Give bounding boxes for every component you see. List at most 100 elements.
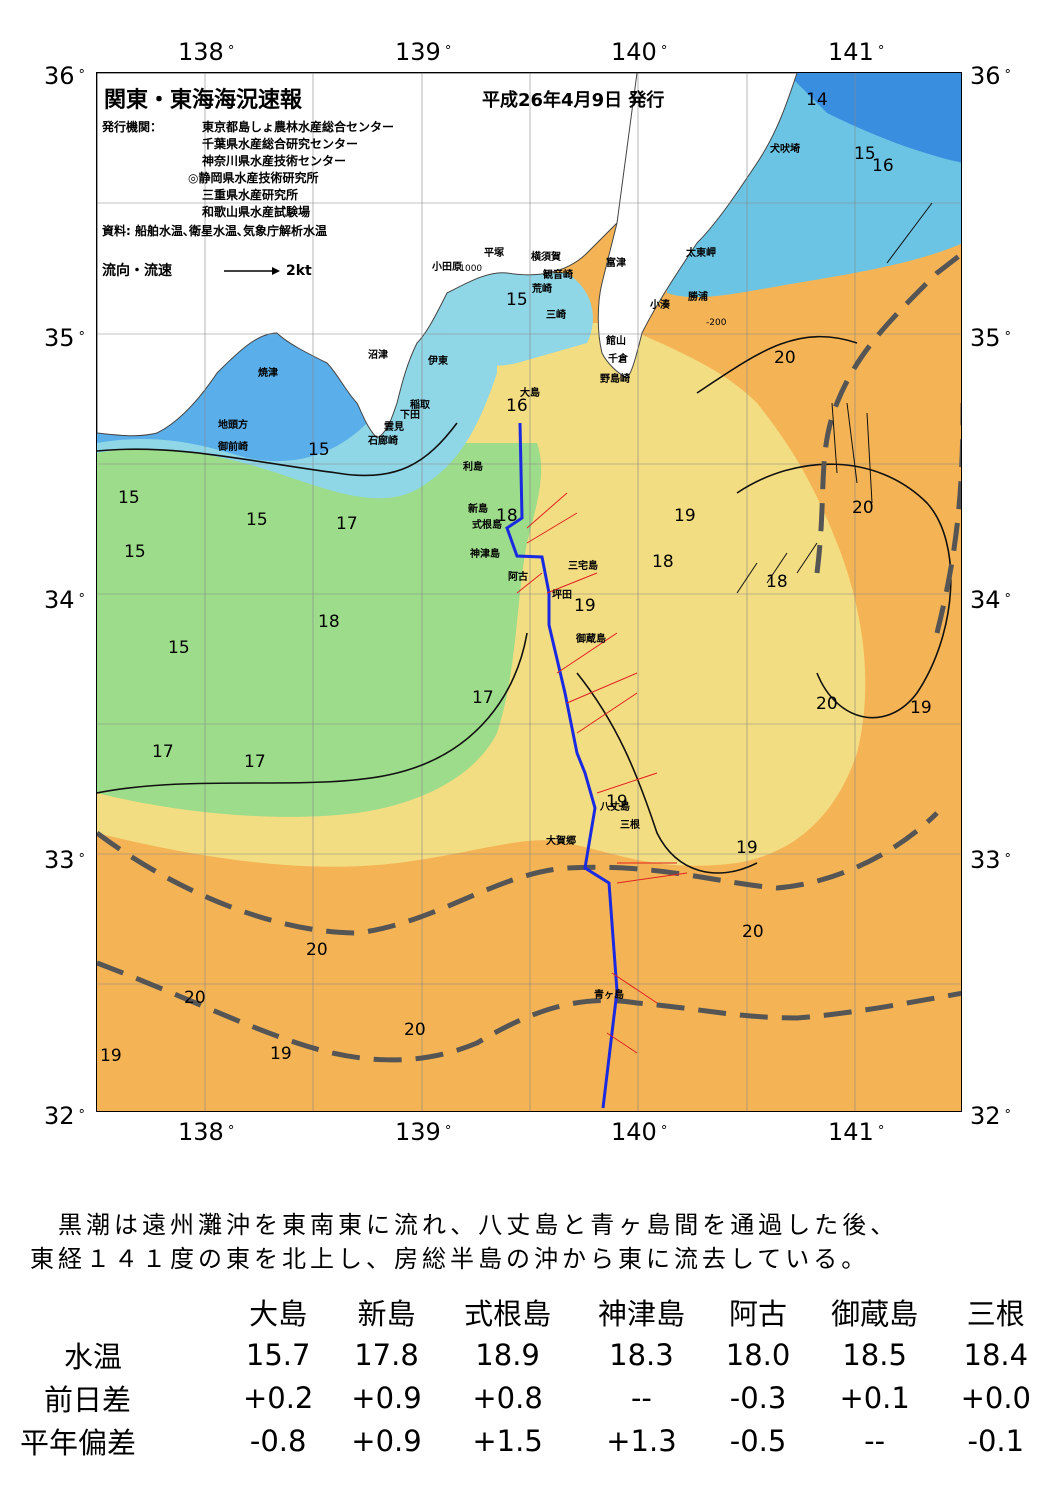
issuer-3: 神奈川県水産技術センター — [202, 154, 347, 168]
map-graphics — [97, 73, 961, 1111]
issuer-2: 千葉県水産総合研究センター — [202, 137, 359, 151]
place-taitomisaki: 太東岬 — [686, 248, 716, 259]
station-header: 新島 — [357, 1296, 416, 1331]
contour-label: 16 — [506, 396, 528, 416]
contour-label: 18 — [766, 572, 788, 592]
contour-label: 20 — [852, 498, 874, 518]
place-nojimazaki: 野島崎 — [600, 374, 630, 385]
contour-label: 19 — [270, 1044, 292, 1064]
black-current-vectors — [736, 202, 933, 594]
land-boso — [597, 73, 798, 379]
table-cell: 18.3 — [609, 1337, 674, 1372]
station-header: 御蔵島 — [831, 1296, 919, 1331]
place-okago: 大賀郷 — [546, 836, 576, 847]
lat-label-34-right: 34 ° — [970, 586, 1012, 614]
contour-label: 20 — [306, 940, 328, 960]
table-corner — [20, 1290, 224, 1333]
place-hiratsuka: 平塚 — [484, 248, 504, 259]
place-misaki: 三崎 — [546, 310, 566, 321]
table-cell: -0.8 — [249, 1423, 307, 1458]
lon-label-141-top: 141 ° — [828, 38, 885, 66]
table-cell: 17.8 — [354, 1337, 419, 1372]
table-cell: -0.5 — [729, 1423, 787, 1458]
place-numazu: 沼津 — [368, 350, 388, 361]
table-cell: +0.8 — [472, 1380, 543, 1415]
place-shikinejima: 式根島 — [472, 520, 502, 531]
place-yokosuka: 横須賀 — [531, 252, 561, 263]
lon-label-141-bottom: 141 ° — [828, 1118, 885, 1146]
contour-label: 17 — [244, 752, 266, 772]
place-arasaki: 荒崎 — [532, 284, 552, 295]
table-cell: +1.3 — [606, 1423, 677, 1458]
place-inubozaki: 犬吠埼 — [770, 144, 800, 155]
issuer-label: 発行機関： — [102, 120, 163, 134]
place-shimoda: 下田 — [400, 410, 420, 421]
lat-label-33-left: 33 ° — [44, 846, 86, 874]
place-odawara: 小田原 — [432, 262, 462, 273]
lat-label-35-right: 35 ° — [970, 324, 1012, 352]
place-hachijojima: 八丈島 — [600, 802, 630, 813]
contour-label: 18 — [496, 506, 518, 526]
station-header: 式根島 — [464, 1296, 552, 1331]
contour-label: -1000 — [456, 264, 483, 274]
table-cell: +0.1 — [839, 1380, 910, 1415]
current-legend-value: 2kt — [286, 263, 312, 279]
observation-table: 大島 新島 式根島 神津島 阿古 御蔵島 三根 水温 15.7 17.8 18.… — [20, 1290, 1050, 1462]
contour-label: -200 — [706, 318, 727, 328]
table-cell: -0.1 — [967, 1423, 1025, 1458]
place-katsuura: 勝浦 — [688, 292, 708, 303]
contour-label: 15 — [506, 290, 528, 310]
data-sources: 資料: 船舶水温､衛星水温､気象庁解析水温 — [102, 224, 327, 238]
station-header: 神津島 — [597, 1296, 685, 1331]
table-cell: 18.4 — [963, 1337, 1029, 1372]
lon-label-140-bottom: 140 ° — [611, 1118, 668, 1146]
lat-label-32-left: 32 ° — [44, 1102, 86, 1130]
ship-track — [505, 422, 619, 1109]
place-futtsu: 富津 — [606, 258, 626, 269]
sea-temperature-map — [96, 72, 962, 1112]
table-cell: +0.0 — [960, 1380, 1031, 1415]
row-label: 平年偏差 — [20, 1425, 137, 1460]
contour-label: 14 — [806, 90, 828, 110]
sagami-cyan — [437, 253, 593, 366]
summary-line-1: 黒潮は遠州灘沖を東南東に流れ、八丈島と青ヶ島間を通過した後、 — [30, 1211, 899, 1239]
table-cell: -- — [630, 1380, 652, 1415]
contour-label: 15 — [168, 638, 190, 658]
place-miyakejima: 三宅島 — [568, 561, 598, 572]
current-legend-arrow — [224, 267, 280, 275]
contour-label: 18 — [318, 612, 340, 632]
contour-label: 18 — [652, 552, 674, 572]
lat-label-36-right: 36 ° — [970, 62, 1012, 90]
contour-label: 15 — [246, 510, 268, 530]
place-kominato: 小湊 — [650, 300, 670, 311]
table-row: 平年偏差 -0.8 +0.9 +1.5 +1.3 -0.5 -- -0.1 — [20, 1419, 1050, 1462]
row-label: 前日差 — [44, 1382, 132, 1417]
grid-lines — [97, 73, 961, 1111]
place-kannonzaki: 観音崎 — [543, 270, 573, 281]
table-header-row: 大島 新島 式根島 神津島 阿古 御蔵島 三根 — [20, 1290, 1050, 1333]
contour-label: 20 — [404, 1020, 426, 1040]
table-cell: +0.2 — [242, 1380, 314, 1415]
station-header: 大島 — [249, 1296, 308, 1331]
contour-label: 20 — [184, 988, 206, 1008]
row-label: 水温 — [64, 1339, 123, 1374]
place-tsubota: 坪田 — [552, 590, 572, 601]
contour-label: 19 — [736, 838, 758, 858]
place-jitogata: 地頭方 — [218, 420, 248, 431]
kuroshio-axis — [97, 251, 961, 1063]
station-header: 三根 — [966, 1296, 1025, 1331]
contour-label: 15 — [308, 440, 330, 460]
contour-label: 17 — [336, 514, 358, 534]
table-row: 水温 15.7 17.8 18.9 18.3 18.0 18.5 18.4 — [20, 1333, 1050, 1376]
table-cell: -0.3 — [729, 1380, 787, 1415]
place-mitsune: 三根 — [620, 820, 640, 831]
place-toshima: 利島 — [463, 462, 483, 473]
table-cell: -- — [864, 1423, 886, 1458]
place-niijima: 新島 — [468, 504, 488, 515]
place-aogashima: 青ヶ島 — [594, 990, 624, 1001]
place-mikurajima: 御蔵島 — [576, 634, 606, 645]
place-yaizu: 焼津 — [258, 368, 278, 379]
contour-label: 20 — [774, 348, 796, 368]
contour-label: 17 — [472, 688, 494, 708]
place-chikura: 千倉 — [608, 354, 628, 365]
